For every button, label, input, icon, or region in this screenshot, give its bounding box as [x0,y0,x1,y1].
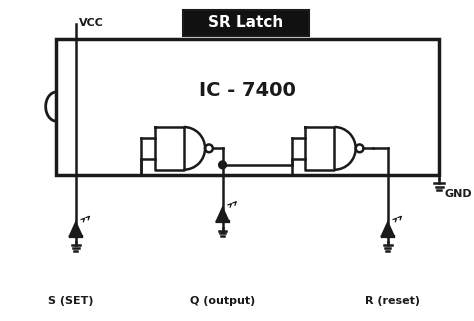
Circle shape [219,161,227,169]
Text: VCC: VCC [79,18,104,28]
Text: Q (output): Q (output) [190,296,255,306]
Text: R (reset): R (reset) [365,296,420,306]
Text: IC - 7400: IC - 7400 [200,81,296,100]
Text: S (SET): S (SET) [48,296,94,306]
Text: GND: GND [444,189,472,199]
Text: SR Latch: SR Latch [208,15,283,30]
Polygon shape [70,223,82,236]
Polygon shape [382,223,393,236]
FancyBboxPatch shape [182,10,309,36]
Polygon shape [217,209,228,221]
FancyBboxPatch shape [56,39,439,175]
